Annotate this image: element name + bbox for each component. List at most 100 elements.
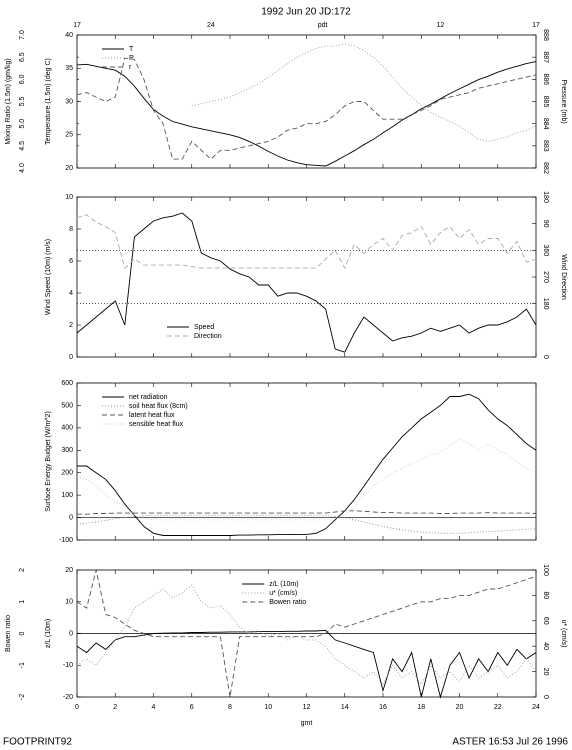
y2-axis-label: Wind Direction: [560, 254, 567, 300]
y2-axis-label: u* (cm/s): [560, 620, 567, 648]
x-tick-label: 22: [494, 704, 502, 711]
top-tick-label: 24: [207, 22, 215, 29]
y-tick-label: -100: [59, 537, 73, 544]
x-tick-label: 20: [456, 704, 464, 711]
y3-tick-label: -1: [19, 662, 26, 668]
y3-tick-label: 2: [19, 568, 26, 572]
series-line: [76, 61, 537, 167]
x-tick-label: 0: [75, 704, 79, 711]
y-axis-label: Surface Energy Budget (W/m^2): [45, 411, 52, 512]
y2-tick-label: 884: [542, 118, 549, 130]
y-tick-label: 4: [69, 290, 73, 297]
y2-tick-label: 40: [542, 642, 549, 650]
series-line: [76, 57, 537, 160]
y2-tick-label: 60: [542, 617, 549, 625]
y2-tick-label: 100: [542, 564, 549, 576]
y2-tick-label: 0: [542, 695, 549, 699]
series-line: [76, 514, 537, 534]
x-tick-label: 8: [228, 704, 232, 711]
y-tick-label: 6: [69, 258, 73, 265]
x-tick-label: 10: [264, 704, 272, 711]
plot-frame: [76, 34, 537, 169]
legend-label: latent heat flux: [129, 412, 175, 419]
legend-label: net radiation: [129, 394, 168, 401]
y2-tick-label: 888: [542, 29, 549, 41]
legend-label: Speed: [194, 324, 214, 331]
y2-tick-label: 360: [542, 244, 549, 256]
legend-label: T: [129, 46, 134, 53]
y2-tick-label: 886: [542, 73, 549, 85]
y3-tick-label: 4.5: [19, 141, 26, 151]
top-tick-label: 17: [73, 22, 81, 29]
y-tick-label: 2: [69, 322, 73, 329]
y-axis-label: Wind Speed (10m) (m/s): [45, 239, 52, 315]
y3-axis-label: Bowen ratio: [5, 615, 12, 652]
series-line: [76, 214, 537, 270]
y3-tick-label: 0: [19, 631, 26, 635]
figure-title: 1992 Jun 20 JD:172: [261, 7, 351, 18]
series-line: [77, 393, 537, 536]
y3-tick-label: 1: [19, 600, 26, 604]
y-tick-label: 40: [65, 32, 73, 39]
y3-tick-label: 6.5: [19, 52, 26, 62]
y-tick-label: 20: [65, 165, 73, 172]
y3-tick-label: 7.0: [19, 30, 26, 40]
y2-tick-label: 20: [542, 668, 549, 676]
y2-tick-label: 180: [542, 298, 549, 310]
top-tick-label: 12: [436, 22, 444, 29]
plot-frame: [76, 196, 537, 358]
x-tick-label: 12: [303, 704, 311, 711]
series-line: [77, 510, 537, 515]
y-tick-label: 0: [69, 354, 73, 361]
y3-tick-label: 5.0: [19, 119, 26, 129]
y-tick-label: 8: [69, 226, 73, 233]
series-line: [191, 43, 537, 142]
legend-label: sensible heat flux: [129, 421, 184, 428]
series-line: [76, 212, 537, 353]
y3-tick-label: 4.0: [19, 163, 26, 173]
y3-tick-label: 5.5: [19, 97, 26, 107]
y-axis-label: z/L (10m): [45, 619, 52, 648]
y3-axis-label: Mixing Ratio (1.5m) (gm/kg): [5, 58, 12, 144]
y3-tick-label: 6.0: [19, 74, 26, 84]
series-line: [76, 629, 537, 699]
y-tick-label: 0: [69, 630, 73, 637]
y-tick-label: 20: [65, 567, 73, 574]
y-tick-label: 10: [65, 599, 73, 606]
x-tick-label: 16: [379, 704, 387, 711]
x-tick-label: 14: [341, 704, 349, 711]
x-tick-label: 4: [152, 704, 156, 711]
top-axis-label: pdt: [318, 22, 328, 29]
legend-label: z/L (10m): [269, 581, 298, 588]
y2-tick-label: 882: [542, 162, 549, 174]
y-tick-label: 10: [65, 194, 73, 201]
y2-tick-label: 883: [542, 140, 549, 152]
footer-right: ASTER 16:53 Jul 26 1996: [452, 737, 568, 748]
y2-tick-label: 885: [542, 96, 549, 108]
legend-label: Bowen ratio: [269, 599, 306, 606]
y-tick-label: 100: [61, 492, 73, 499]
y2-tick-label: 80: [542, 592, 549, 600]
y-tick-label: -20: [63, 694, 73, 701]
y2-axis-label: Pressure (mb): [560, 79, 567, 123]
legend-label: soil heat flux (8cm): [129, 403, 188, 410]
legend-label: Direction: [194, 333, 222, 340]
footer-left: FOOTPRINT92: [3, 737, 72, 748]
y-tick-label: 0: [69, 514, 73, 521]
y2-tick-label: 180: [542, 191, 549, 203]
series-line: [76, 584, 537, 686]
y-tick-label: -10: [63, 662, 73, 669]
series-line: [76, 569, 537, 698]
y3-tick-label: -2: [19, 694, 26, 700]
y-tick-label: 25: [65, 132, 73, 139]
y-tick-label: 30: [65, 98, 73, 105]
y-tick-label: 200: [61, 470, 73, 477]
x-tick-label: 24: [532, 704, 540, 711]
legend-label: r: [129, 64, 132, 71]
y2-tick-label: 0: [542, 355, 549, 359]
y-tick-label: 35: [65, 65, 73, 72]
top-tick-label: 17: [532, 22, 540, 29]
x-tick-label: 18: [417, 704, 425, 711]
y-tick-label: 300: [61, 447, 73, 454]
y2-tick-label: 90: [542, 220, 549, 228]
